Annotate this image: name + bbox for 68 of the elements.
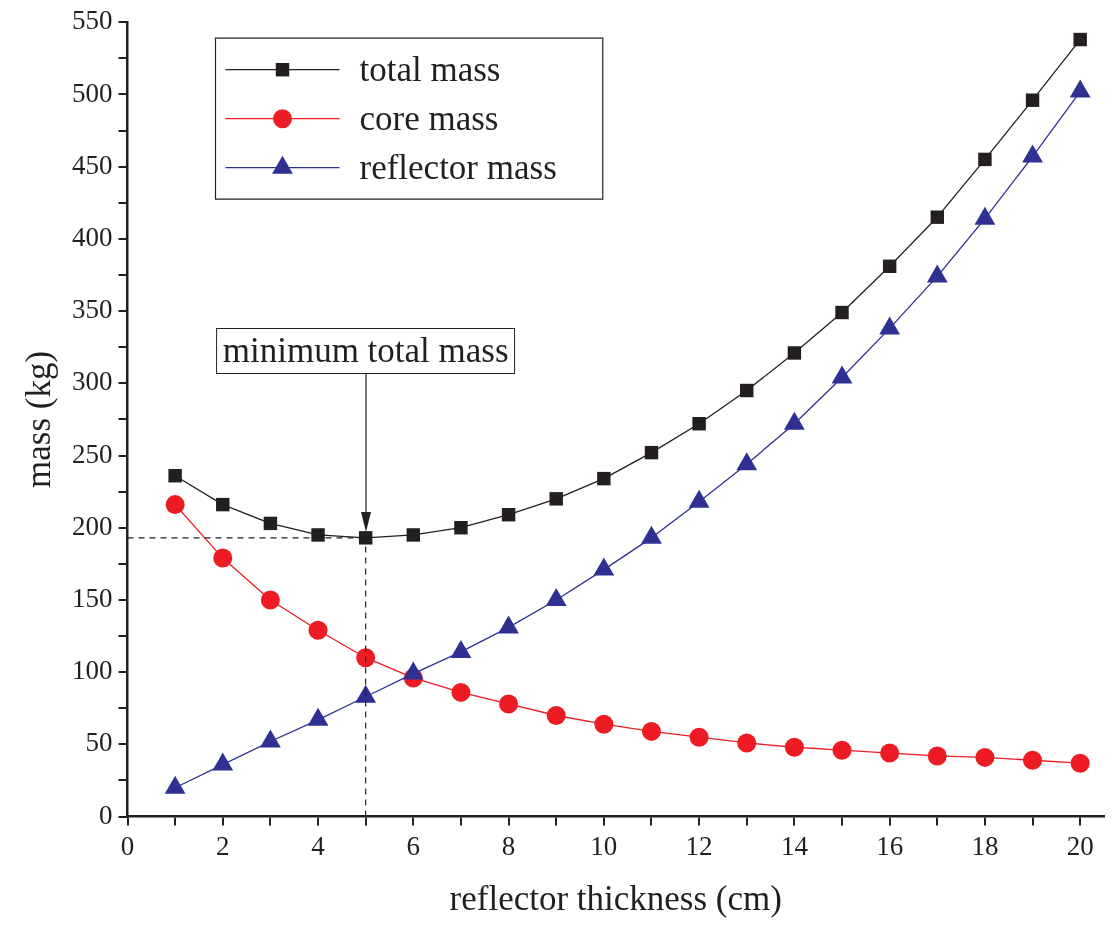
- x-tick-label: 20: [1066, 830, 1094, 861]
- x-tick-label: 0: [120, 830, 135, 861]
- point: [641, 721, 661, 741]
- x-tick-label: 4: [311, 830, 326, 861]
- x-tick-label: 8: [501, 830, 516, 861]
- y-tick-label: 250: [72, 438, 113, 469]
- point: [784, 737, 804, 757]
- point: [546, 706, 566, 725]
- point: [737, 733, 757, 753]
- point: [594, 714, 614, 734]
- point: [835, 305, 849, 320]
- y-tick-label: 450: [72, 149, 113, 180]
- x-tick-label: 6: [406, 830, 421, 861]
- y-axis-title: mass (kg): [19, 350, 59, 488]
- point: [692, 417, 706, 431]
- x-tick-label: 18: [971, 830, 999, 861]
- x-tick-label: 2: [216, 830, 230, 861]
- point: [311, 528, 325, 542]
- point: [308, 620, 328, 640]
- point: [358, 531, 373, 545]
- point: [454, 521, 468, 535]
- x-tick-label: 10: [590, 830, 618, 861]
- point: [213, 548, 233, 568]
- point: [927, 746, 947, 766]
- point: [880, 743, 900, 763]
- point: [1070, 753, 1090, 773]
- legend-label: core mass: [359, 98, 499, 138]
- y-tick-label: 550: [72, 5, 113, 36]
- x-axis-title: reflector thickness (cm): [449, 879, 782, 919]
- point: [501, 508, 516, 522]
- x-tick-label: 14: [780, 830, 809, 861]
- point: [689, 727, 709, 747]
- x-tick-label: 12: [685, 830, 713, 861]
- point: [263, 516, 278, 531]
- y-tick-label: 200: [72, 510, 113, 541]
- point: [260, 590, 280, 610]
- y-tick-label: 400: [72, 221, 113, 252]
- point: [165, 495, 185, 515]
- point: [1023, 750, 1043, 770]
- y-tick-label: 500: [72, 77, 113, 108]
- point: [1073, 32, 1087, 47]
- annotation: minimum total mass: [215, 327, 516, 374]
- point: [451, 682, 471, 702]
- y-tick-label: 150: [72, 583, 113, 614]
- point: [356, 648, 376, 668]
- point: [975, 747, 995, 767]
- point: [1025, 93, 1040, 107]
- y-tick-label: 50: [85, 727, 113, 758]
- point: [549, 492, 563, 506]
- y-tick-label: 0: [99, 799, 113, 830]
- point: [406, 528, 421, 542]
- y-tick-label: 300: [72, 366, 113, 397]
- legend-label: reflector mass: [359, 147, 557, 187]
- legend-label: total mass: [359, 49, 501, 89]
- x-tick-label: 16: [876, 830, 904, 861]
- point: [978, 152, 992, 167]
- y-tick-label: 350: [72, 294, 113, 325]
- point: [597, 471, 611, 486]
- y-tick-label: 100: [72, 655, 113, 686]
- point: [882, 259, 897, 274]
- point: [168, 469, 182, 483]
- point: [499, 694, 519, 714]
- point: [644, 445, 659, 460]
- point: [740, 383, 754, 398]
- point: [787, 346, 802, 360]
- point: [930, 210, 944, 224]
- point: [832, 740, 852, 760]
- point: [216, 497, 230, 512]
